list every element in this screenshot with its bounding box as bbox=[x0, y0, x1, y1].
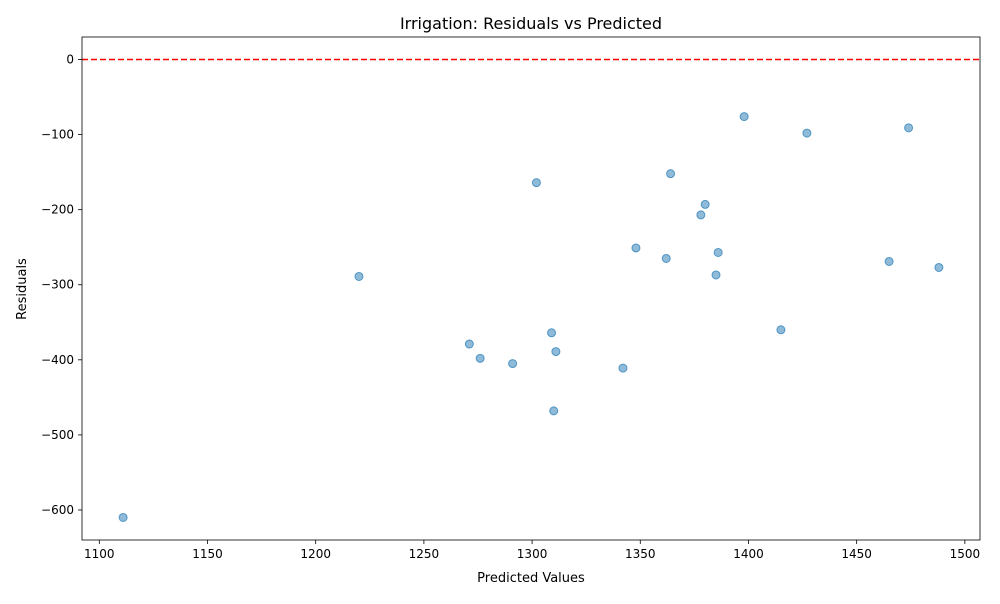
scatter-point bbox=[464, 339, 474, 349]
axes: 1100 1150 1200 1250 1300 1350 1400 1450 1500 0 −10… bbox=[41, 36, 981, 561]
scatter-point bbox=[475, 353, 485, 363]
scatter-point bbox=[118, 512, 128, 522]
plot-area bbox=[82, 58, 980, 522]
y-axis-label: Residuals bbox=[15, 258, 30, 320]
scatter-point bbox=[934, 262, 944, 272]
y-tick-label: −500 bbox=[41, 428, 74, 442]
scatter-point bbox=[739, 112, 749, 122]
plot-frame bbox=[81, 36, 981, 541]
y-tick-label: −400 bbox=[41, 353, 74, 367]
scatter-point bbox=[776, 325, 786, 335]
scatter-point bbox=[666, 169, 676, 179]
x-tick-label: 1150 bbox=[192, 547, 223, 561]
x-tick-label: 1100 bbox=[84, 547, 115, 561]
scatter-point bbox=[661, 253, 671, 263]
scatter-point bbox=[549, 406, 559, 416]
x-tick-label: 1250 bbox=[409, 547, 440, 561]
x-tick-label: 1400 bbox=[733, 547, 764, 561]
scatter-point bbox=[618, 363, 628, 373]
scatter-point bbox=[904, 123, 914, 133]
scatter-point bbox=[700, 199, 710, 209]
scatter-point bbox=[508, 359, 518, 369]
x-axis-label: Predicted Values bbox=[477, 571, 585, 586]
x-tick-label: 1450 bbox=[841, 547, 872, 561]
y-tick-label: −600 bbox=[41, 503, 74, 517]
x-tick-label: 1350 bbox=[625, 547, 656, 561]
chart-title: Irrigation: Residuals vs Predicted bbox=[400, 14, 662, 33]
y-tick-label: −200 bbox=[41, 203, 74, 217]
scatter-point bbox=[802, 128, 812, 138]
scatter-point bbox=[547, 328, 557, 338]
scatter-point bbox=[884, 256, 894, 266]
scatter-point bbox=[354, 271, 364, 281]
y-tick-label: −100 bbox=[41, 128, 74, 142]
scatter-point bbox=[631, 243, 641, 253]
scatter-point bbox=[713, 247, 723, 257]
scatter-point bbox=[531, 178, 541, 188]
scatter-point bbox=[551, 347, 561, 357]
x-tick-label: 1200 bbox=[300, 547, 331, 561]
x-tick-label: 1300 bbox=[517, 547, 548, 561]
scatter-point bbox=[696, 210, 706, 220]
y-tick-label: −300 bbox=[41, 278, 74, 292]
scatter-point bbox=[711, 270, 721, 280]
y-tick-label: 0 bbox=[66, 53, 74, 67]
x-tick-label: 1500 bbox=[950, 547, 981, 561]
